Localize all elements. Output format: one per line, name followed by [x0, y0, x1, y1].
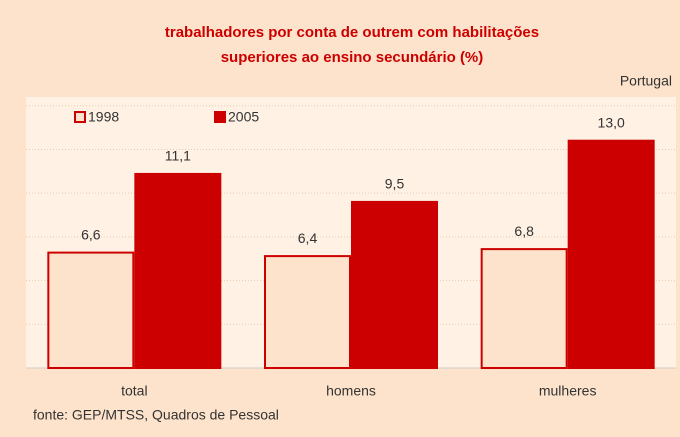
value-label: 11,1 [165, 148, 191, 164]
value-label: 9,5 [385, 176, 405, 192]
x-tick-label: homens [326, 383, 376, 399]
bar [134, 172, 222, 369]
legend-swatch [74, 111, 86, 123]
x-tick-label: total [121, 383, 147, 399]
value-label: 6,6 [81, 226, 101, 242]
legend-swatch [214, 111, 226, 123]
value-label: 6,4 [298, 230, 318, 246]
value-label: 6,8 [514, 223, 534, 239]
bar [567, 139, 655, 369]
legend-label: 1998 [88, 109, 119, 125]
legend-label: 2005 [228, 109, 259, 125]
bar [47, 251, 135, 369]
value-label: 13,0 [598, 114, 625, 130]
source: fonte: GEP/MTSS, Quadros de Pessoal [33, 407, 279, 423]
chart-title: superiores ao ensino secundário (%) [221, 49, 484, 66]
x-tick-label: mulheres [539, 383, 597, 399]
chart-title: trabalhadores por conta de outrem com ha… [165, 24, 539, 41]
bar [351, 200, 438, 369]
bar [480, 248, 568, 369]
bar [264, 255, 351, 370]
note: Portugal [620, 73, 672, 89]
